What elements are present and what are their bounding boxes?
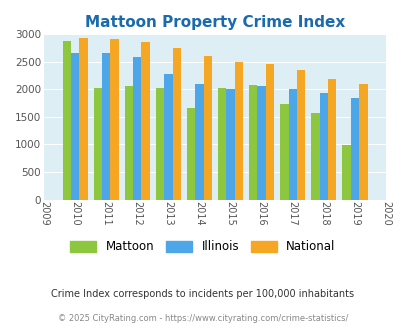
Bar: [257, 86, 265, 200]
Bar: [350, 97, 358, 200]
Bar: [110, 40, 119, 200]
Bar: [279, 104, 288, 200]
Bar: [358, 84, 367, 200]
Text: © 2025 CityRating.com - https://www.cityrating.com/crime-statistics/: © 2025 CityRating.com - https://www.city…: [58, 314, 347, 323]
Bar: [164, 74, 172, 200]
Bar: [319, 92, 327, 200]
Bar: [341, 145, 350, 200]
Bar: [141, 42, 149, 200]
Bar: [265, 64, 273, 200]
Bar: [186, 108, 195, 200]
Bar: [156, 87, 164, 200]
Bar: [102, 53, 110, 200]
Bar: [248, 85, 257, 200]
Bar: [327, 79, 336, 200]
Legend: Mattoon, Illinois, National: Mattoon, Illinois, National: [65, 236, 340, 258]
Bar: [124, 86, 133, 200]
Bar: [79, 38, 87, 200]
Bar: [94, 88, 102, 200]
Bar: [226, 89, 234, 200]
Bar: [311, 113, 319, 200]
Bar: [195, 84, 203, 200]
Bar: [234, 62, 243, 200]
Bar: [217, 88, 226, 200]
Text: Crime Index corresponds to incidents per 100,000 inhabitants: Crime Index corresponds to incidents per…: [51, 289, 354, 299]
Bar: [71, 53, 79, 200]
Bar: [172, 48, 181, 200]
Bar: [203, 55, 211, 200]
Bar: [296, 70, 305, 200]
Bar: [133, 57, 141, 200]
Title: Mattoon Property Crime Index: Mattoon Property Crime Index: [85, 15, 344, 30]
Bar: [62, 41, 71, 200]
Bar: [288, 89, 296, 200]
